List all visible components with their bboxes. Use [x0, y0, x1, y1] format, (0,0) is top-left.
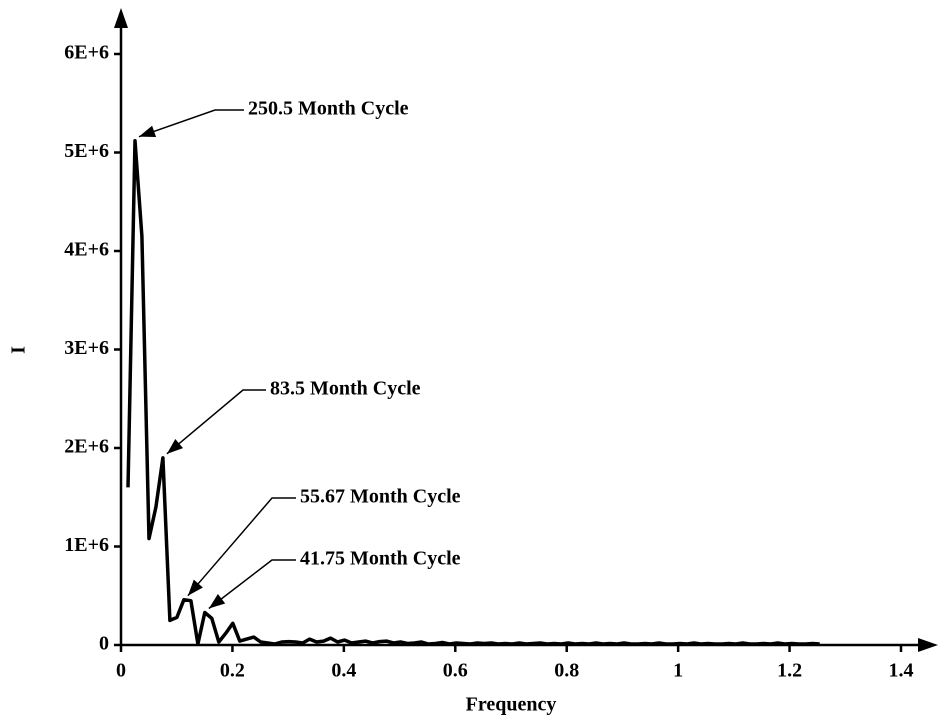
annotation-arrowhead — [138, 125, 157, 138]
x-tick-label: 0.6 — [443, 660, 468, 682]
annotation-leader — [208, 559, 296, 610]
x-axis-arrow — [918, 638, 938, 652]
y-tick-label: 4E+6 — [64, 239, 109, 261]
x-tick-label: 1.2 — [777, 660, 802, 682]
annotation-arrowhead — [187, 579, 203, 596]
annotation-leader — [138, 109, 244, 138]
x-tick-label: 0 — [116, 660, 126, 682]
y-tick-label: 1E+6 — [64, 534, 109, 556]
x-tick-label: 1 — [673, 660, 683, 682]
annotation: 41.75 Month Cycle — [300, 548, 461, 570]
data-line — [126, 138, 820, 646]
x-axis-label: Frequency — [466, 694, 557, 716]
annotation-arrowhead — [208, 593, 226, 609]
annotation-leader — [166, 389, 266, 455]
annotation-arrowhead — [166, 438, 184, 454]
x-tick-label: 0.4 — [331, 660, 356, 682]
annotation: 83.5 Month Cycle — [270, 378, 421, 400]
x-tick-label: 0.8 — [554, 660, 579, 682]
y-axis-arrow — [114, 8, 128, 28]
x-tick-label: 0.2 — [220, 660, 245, 682]
y-tick-label: 6E+6 — [64, 42, 109, 64]
x-tick-label: 1.4 — [889, 660, 914, 682]
annotation-leader — [187, 497, 296, 597]
y-axis-label: I — [8, 346, 30, 354]
annotation: 55.67 Month Cycle — [300, 486, 461, 508]
y-tick-label: 0 — [99, 633, 109, 655]
annotation: 250.5 Month Cycle — [248, 98, 409, 120]
y-tick-label: 5E+6 — [64, 140, 109, 162]
y-tick-label: 2E+6 — [64, 436, 109, 458]
y-tick-label: 3E+6 — [64, 337, 109, 359]
